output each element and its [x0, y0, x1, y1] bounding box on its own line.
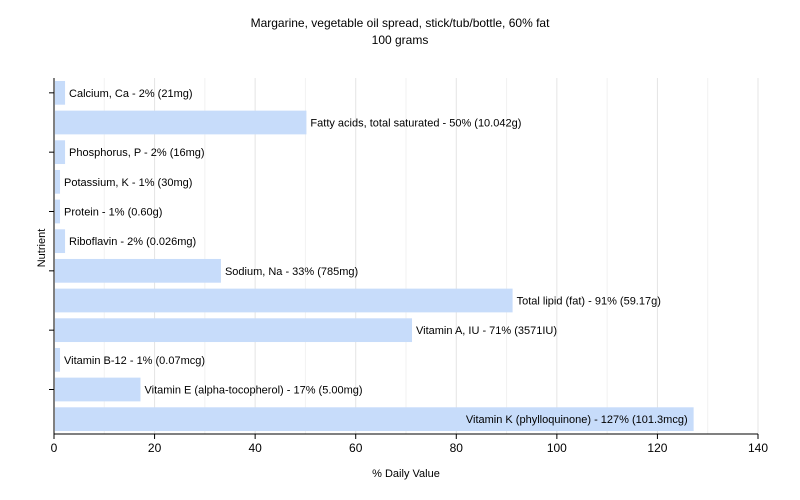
bar-label: Vitamin K (phylloquinone) - 127% (101.3m…: [466, 414, 688, 426]
bar: [55, 140, 66, 165]
axes: 0 20 40 60 80 100 120 140: [49, 78, 768, 455]
x-tick-label: 100: [547, 441, 567, 455]
bar-label: Sodium, Na - 33% (785mg): [225, 266, 358, 278]
bar-label: Riboflavin - 2% (0.026mg): [69, 236, 196, 248]
x-axis-title: % Daily Value: [372, 468, 440, 480]
x-tick-label: 60: [349, 441, 363, 455]
bar-label: Potassium, K - 1% (30mg): [64, 177, 192, 189]
bar: [55, 377, 141, 402]
grid: [53, 78, 759, 434]
bar: [55, 80, 66, 105]
bar-label: Protein - 1% (0.60g): [64, 207, 162, 219]
bar: [55, 110, 307, 135]
x-tick-label: 20: [148, 441, 162, 455]
x-tick-label: 120: [647, 441, 667, 455]
chart-subtitle: 100 grams: [372, 33, 429, 47]
chart-title: Margarine, vegetable oil spread, stick/t…: [251, 16, 551, 30]
bar: [55, 347, 61, 372]
bar: [55, 169, 61, 194]
bar-label: Vitamin B-12 - 1% (0.07mcg): [64, 355, 205, 367]
bar: [55, 199, 61, 224]
bar: [55, 318, 413, 343]
bar-label: Total lipid (fat) - 91% (59.17g): [517, 296, 661, 308]
bar-label: Phosphorus, P - 2% (16mg): [69, 147, 205, 159]
bar-label: Vitamin E (alpha-tocopherol) - 17% (5.00…: [144, 385, 362, 397]
bar-labels: Calcium, Ca - 2% (21mg) Fatty acids, tota…: [64, 88, 688, 426]
bar-label: Calcium, Ca - 2% (21mg): [69, 88, 192, 100]
x-tick-label: 40: [248, 441, 262, 455]
x-tick-label: 140: [748, 441, 768, 455]
bar-label: Fatty acids, total saturated - 50% (10.0…: [310, 118, 521, 130]
bar: [55, 288, 513, 313]
x-tick-label: 0: [51, 441, 58, 455]
bars: [55, 80, 694, 432]
bar: [55, 258, 221, 283]
bar: [55, 229, 66, 254]
y-axis-title: Nutrient: [36, 229, 48, 268]
x-tick-label: 80: [450, 441, 464, 455]
bar: [55, 407, 694, 432]
bar-label: Vitamin A, IU - 71% (3571IU): [416, 325, 557, 337]
